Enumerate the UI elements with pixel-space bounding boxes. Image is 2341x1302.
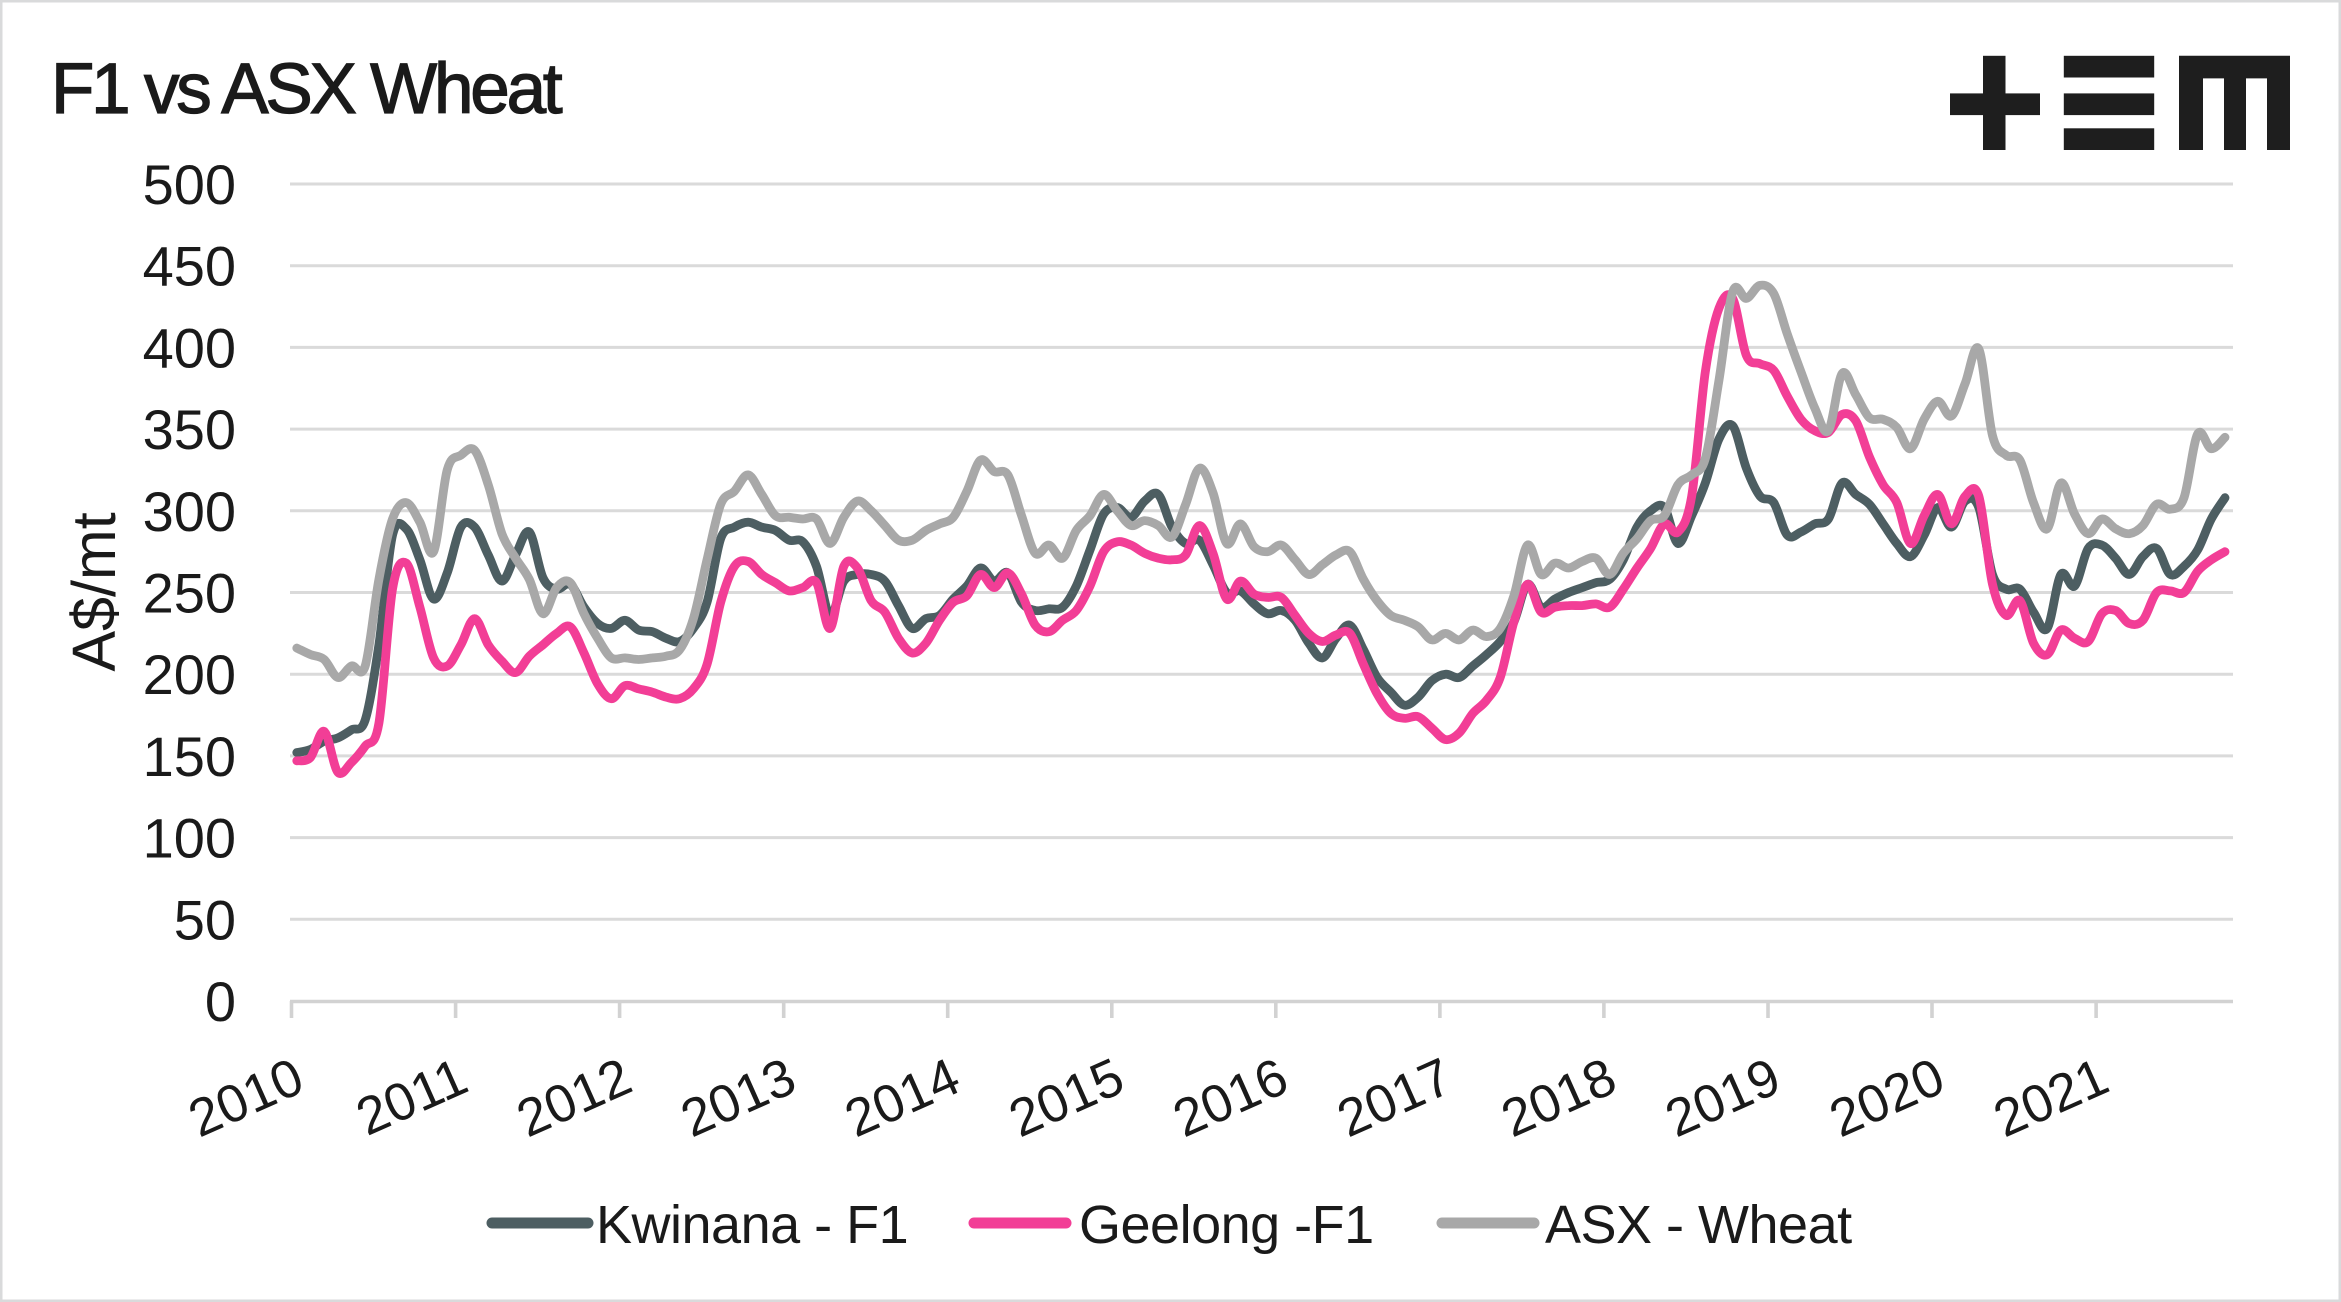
svg-text:150: 150 (143, 725, 236, 788)
svg-text:450: 450 (143, 235, 236, 298)
svg-text:F1 vs ASX Wheat: F1 vs ASX Wheat (51, 50, 563, 129)
svg-text:A$/mt: A$/mt (60, 512, 128, 671)
svg-text:300: 300 (143, 480, 236, 543)
svg-text:50: 50 (174, 888, 236, 951)
svg-text:Geelong -F1: Geelong -F1 (1079, 1195, 1374, 1255)
svg-text:500: 500 (143, 153, 236, 216)
svg-text:200: 200 (143, 643, 236, 706)
svg-text:0: 0 (205, 970, 236, 1033)
svg-text:Kwinana - F1: Kwinana - F1 (596, 1195, 908, 1255)
svg-text:400: 400 (143, 316, 236, 379)
svg-text:350: 350 (143, 398, 236, 461)
svg-text:250: 250 (143, 562, 236, 625)
svg-text:ASX - Wheat: ASX - Wheat (1545, 1195, 1852, 1255)
svg-text:100: 100 (143, 807, 236, 870)
